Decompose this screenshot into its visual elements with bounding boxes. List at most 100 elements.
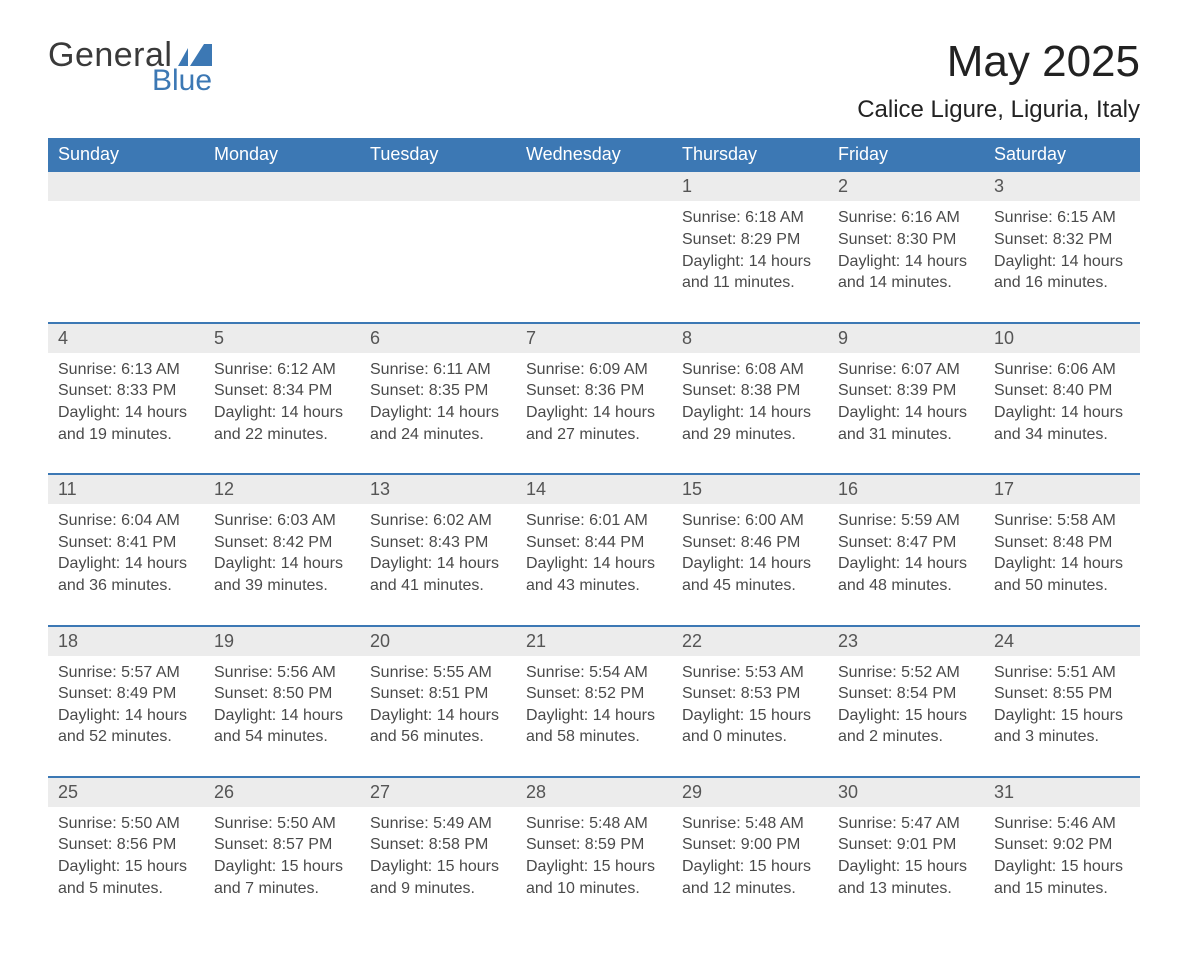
sunset-line: Sunset: 8:49 PM <box>58 683 194 705</box>
day-cell: Sunrise: 6:13 AMSunset: 8:33 PMDaylight:… <box>48 353 204 455</box>
sunrise-line: Sunrise: 5:56 AM <box>214 662 350 684</box>
day-number-row: 11121314151617 <box>48 475 1140 504</box>
day-of-week: Wednesday <box>516 138 672 172</box>
daylight-line: Daylight: 14 hours and 43 minutes. <box>526 553 662 596</box>
day-number <box>516 172 672 201</box>
day-cell: Sunrise: 6:06 AMSunset: 8:40 PMDaylight:… <box>984 353 1140 455</box>
day-number <box>204 172 360 201</box>
calendar-week: 25262728293031Sunrise: 5:50 AMSunset: 8:… <box>48 776 1140 909</box>
day-number: 20 <box>360 627 516 656</box>
day-cell: Sunrise: 5:48 AMSunset: 8:59 PMDaylight:… <box>516 807 672 909</box>
daylight-line: Daylight: 15 hours and 3 minutes. <box>994 705 1130 748</box>
sunset-line: Sunset: 8:53 PM <box>682 683 818 705</box>
sunrise-line: Sunrise: 6:09 AM <box>526 359 662 381</box>
empty-cell <box>204 201 360 303</box>
sunset-line: Sunset: 8:55 PM <box>994 683 1130 705</box>
sunrise-line: Sunrise: 5:47 AM <box>838 813 974 835</box>
day-number: 24 <box>984 627 1140 656</box>
sunrise-line: Sunrise: 6:00 AM <box>682 510 818 532</box>
day-number: 6 <box>360 324 516 353</box>
daylight-line: Daylight: 14 hours and 11 minutes. <box>682 251 818 294</box>
calendar-grid: SundayMondayTuesdayWednesdayThursdayFrid… <box>48 138 1140 909</box>
header: General Blue May 2025 Calice Ligure, Lig… <box>48 38 1140 124</box>
day-cell: Sunrise: 6:02 AMSunset: 8:43 PMDaylight:… <box>360 504 516 606</box>
title-block: May 2025 Calice Ligure, Liguria, Italy <box>857 38 1140 124</box>
day-cell: Sunrise: 6:12 AMSunset: 8:34 PMDaylight:… <box>204 353 360 455</box>
sunrise-line: Sunrise: 5:53 AM <box>682 662 818 684</box>
sunset-line: Sunset: 8:57 PM <box>214 834 350 856</box>
day-cell: Sunrise: 5:53 AMSunset: 8:53 PMDaylight:… <box>672 656 828 758</box>
daylight-line: Daylight: 14 hours and 48 minutes. <box>838 553 974 596</box>
sunset-line: Sunset: 8:29 PM <box>682 229 818 251</box>
daylight-line: Daylight: 15 hours and 12 minutes. <box>682 856 818 899</box>
day-of-week: Tuesday <box>360 138 516 172</box>
day-cell: Sunrise: 5:57 AMSunset: 8:49 PMDaylight:… <box>48 656 204 758</box>
day-number: 8 <box>672 324 828 353</box>
sunrise-line: Sunrise: 5:50 AM <box>214 813 350 835</box>
day-number-row: 18192021222324 <box>48 627 1140 656</box>
day-number: 9 <box>828 324 984 353</box>
day-cell: Sunrise: 6:09 AMSunset: 8:36 PMDaylight:… <box>516 353 672 455</box>
day-number: 18 <box>48 627 204 656</box>
day-number: 15 <box>672 475 828 504</box>
empty-cell <box>360 201 516 303</box>
day-cell: Sunrise: 5:52 AMSunset: 8:54 PMDaylight:… <box>828 656 984 758</box>
day-number: 5 <box>204 324 360 353</box>
day-number: 30 <box>828 778 984 807</box>
sunset-line: Sunset: 8:56 PM <box>58 834 194 856</box>
daylight-line: Daylight: 14 hours and 22 minutes. <box>214 402 350 445</box>
daylight-line: Daylight: 15 hours and 5 minutes. <box>58 856 194 899</box>
day-cell: Sunrise: 5:54 AMSunset: 8:52 PMDaylight:… <box>516 656 672 758</box>
daylight-line: Daylight: 15 hours and 15 minutes. <box>994 856 1130 899</box>
brand-word-2: Blue <box>152 66 212 96</box>
sunset-line: Sunset: 8:51 PM <box>370 683 506 705</box>
sunset-line: Sunset: 8:30 PM <box>838 229 974 251</box>
sunset-line: Sunset: 8:32 PM <box>994 229 1130 251</box>
day-number: 16 <box>828 475 984 504</box>
day-number: 11 <box>48 475 204 504</box>
sunset-line: Sunset: 8:48 PM <box>994 532 1130 554</box>
daylight-line: Daylight: 14 hours and 34 minutes. <box>994 402 1130 445</box>
day-number: 10 <box>984 324 1140 353</box>
sunset-line: Sunset: 8:46 PM <box>682 532 818 554</box>
daylight-line: Daylight: 14 hours and 50 minutes. <box>994 553 1130 596</box>
calendar-week: 11121314151617Sunrise: 6:04 AMSunset: 8:… <box>48 473 1140 606</box>
daylight-line: Daylight: 14 hours and 45 minutes. <box>682 553 818 596</box>
sunrise-line: Sunrise: 5:48 AM <box>526 813 662 835</box>
day-cell: Sunrise: 5:51 AMSunset: 8:55 PMDaylight:… <box>984 656 1140 758</box>
daylight-line: Daylight: 14 hours and 36 minutes. <box>58 553 194 596</box>
daylight-line: Daylight: 14 hours and 41 minutes. <box>370 553 506 596</box>
sunset-line: Sunset: 8:41 PM <box>58 532 194 554</box>
daylight-line: Daylight: 14 hours and 56 minutes. <box>370 705 506 748</box>
day-number <box>48 172 204 201</box>
empty-cell <box>48 201 204 303</box>
sunrise-line: Sunrise: 6:11 AM <box>370 359 506 381</box>
day-number: 23 <box>828 627 984 656</box>
daylight-line: Daylight: 15 hours and 7 minutes. <box>214 856 350 899</box>
daylight-line: Daylight: 14 hours and 39 minutes. <box>214 553 350 596</box>
sunset-line: Sunset: 8:52 PM <box>526 683 662 705</box>
sunrise-line: Sunrise: 6:13 AM <box>58 359 194 381</box>
sunrise-line: Sunrise: 6:15 AM <box>994 207 1130 229</box>
daylight-line: Daylight: 14 hours and 24 minutes. <box>370 402 506 445</box>
calendar-page: General Blue May 2025 Calice Ligure, Lig… <box>0 0 1188 959</box>
sunrise-line: Sunrise: 5:54 AM <box>526 662 662 684</box>
sunset-line: Sunset: 8:59 PM <box>526 834 662 856</box>
sunset-line: Sunset: 8:44 PM <box>526 532 662 554</box>
day-number: 31 <box>984 778 1140 807</box>
sunrise-line: Sunrise: 6:18 AM <box>682 207 818 229</box>
sunset-line: Sunset: 8:38 PM <box>682 380 818 402</box>
day-of-week: Friday <box>828 138 984 172</box>
daylight-line: Daylight: 15 hours and 2 minutes. <box>838 705 974 748</box>
sunrise-line: Sunrise: 5:46 AM <box>994 813 1130 835</box>
day-cell: Sunrise: 5:46 AMSunset: 9:02 PMDaylight:… <box>984 807 1140 909</box>
sunset-line: Sunset: 8:58 PM <box>370 834 506 856</box>
day-number: 13 <box>360 475 516 504</box>
day-cell: Sunrise: 6:08 AMSunset: 8:38 PMDaylight:… <box>672 353 828 455</box>
day-cell: Sunrise: 5:50 AMSunset: 8:57 PMDaylight:… <box>204 807 360 909</box>
day-of-week: Thursday <box>672 138 828 172</box>
day-cell: Sunrise: 5:49 AMSunset: 8:58 PMDaylight:… <box>360 807 516 909</box>
sunset-line: Sunset: 8:34 PM <box>214 380 350 402</box>
day-number: 27 <box>360 778 516 807</box>
day-cell: Sunrise: 5:55 AMSunset: 8:51 PMDaylight:… <box>360 656 516 758</box>
